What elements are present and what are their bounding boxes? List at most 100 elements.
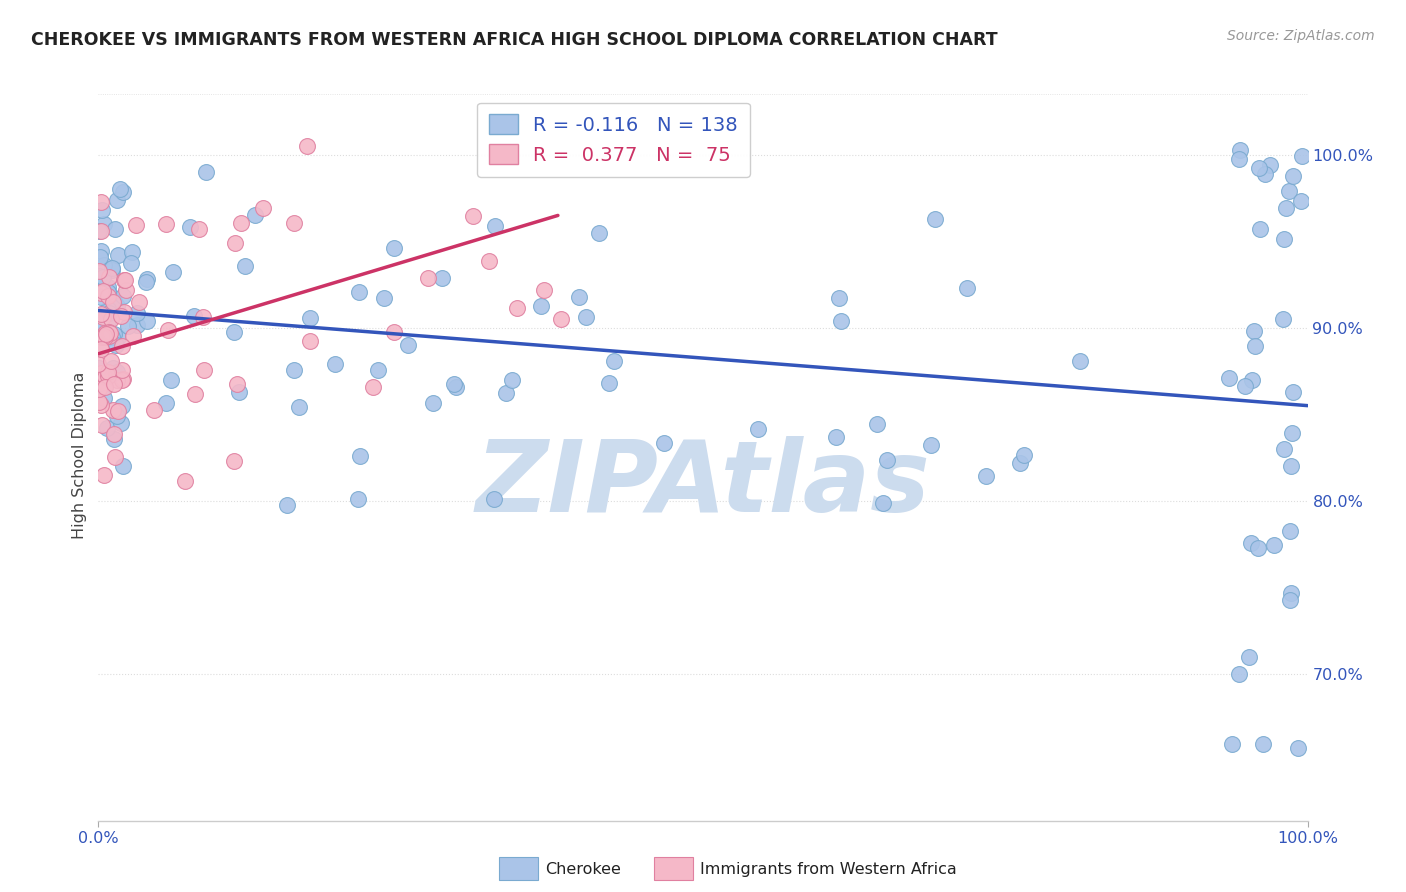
Point <box>94 327 117 342</box>
Point <box>478 254 501 268</box>
Text: CHEROKEE VS IMMIGRANTS FROM WESTERN AFRICA HIGH SCHOOL DIPLOMA CORRELATION CHART: CHEROKEE VS IMMIGRANTS FROM WESTERN AFRI… <box>31 31 998 49</box>
Point <box>87 361 110 376</box>
Point <box>103 376 125 391</box>
Point <box>105 365 128 379</box>
Point <box>299 311 322 326</box>
Point <box>1251 737 1274 751</box>
Point <box>89 264 111 278</box>
Point <box>188 221 211 235</box>
Point <box>87 224 110 238</box>
Point <box>103 294 125 309</box>
Text: Source: ZipAtlas.com: Source: ZipAtlas.com <box>1227 29 1375 43</box>
Point <box>1260 159 1282 173</box>
Point <box>97 285 120 300</box>
Point <box>101 294 124 309</box>
Point <box>100 263 122 277</box>
Point <box>1244 338 1267 352</box>
Point <box>93 217 115 231</box>
Point <box>1249 221 1271 235</box>
Point <box>89 269 111 284</box>
Text: ZIPAtlas: ZIPAtlas <box>475 435 931 533</box>
Point <box>110 309 132 323</box>
Point <box>162 265 184 279</box>
Point <box>298 334 321 348</box>
Point <box>105 373 128 387</box>
Point <box>1241 373 1264 387</box>
Point <box>179 219 201 234</box>
Point <box>598 376 620 390</box>
Point <box>830 313 852 327</box>
Point <box>373 291 395 305</box>
Point <box>94 380 117 394</box>
Point <box>418 271 440 285</box>
Point <box>396 338 419 352</box>
Point <box>231 216 253 230</box>
Point <box>93 391 115 405</box>
Point <box>96 330 118 344</box>
Point <box>1247 541 1270 555</box>
Text: Cherokee: Cherokee <box>546 863 621 877</box>
Point <box>111 363 134 377</box>
Point <box>103 426 125 441</box>
Point <box>120 256 142 270</box>
Point <box>283 215 305 229</box>
Point <box>97 329 120 343</box>
Point <box>155 218 177 232</box>
Point <box>111 339 134 353</box>
Point <box>87 382 110 396</box>
Point <box>1281 169 1303 184</box>
Point <box>276 498 298 512</box>
Point <box>533 283 555 297</box>
Point <box>1289 194 1312 209</box>
Point <box>89 308 111 322</box>
Point <box>1275 202 1298 216</box>
Point <box>93 258 115 272</box>
Point <box>111 373 134 387</box>
Point <box>104 450 127 465</box>
Point <box>98 270 121 285</box>
Point <box>101 402 124 417</box>
Point <box>361 380 384 394</box>
Point <box>93 310 115 324</box>
Point <box>93 467 115 482</box>
Point <box>110 416 132 430</box>
Point <box>105 338 128 352</box>
Point <box>422 396 444 410</box>
Point <box>122 328 145 343</box>
Point <box>91 203 114 218</box>
Point <box>160 373 183 387</box>
Point <box>97 289 120 303</box>
Point <box>100 312 122 326</box>
Point <box>183 310 205 324</box>
Point <box>184 386 207 401</box>
Point <box>100 354 122 368</box>
Point <box>105 193 128 207</box>
Point <box>482 491 505 506</box>
Point <box>1218 370 1240 384</box>
Point <box>125 306 148 320</box>
Point <box>96 421 118 435</box>
Point <box>568 289 591 303</box>
Point <box>87 357 110 371</box>
Point <box>87 285 110 300</box>
Point <box>1237 649 1260 664</box>
Point <box>101 260 124 275</box>
Point <box>112 186 135 200</box>
Point <box>430 271 453 285</box>
Point <box>1272 311 1295 326</box>
Point <box>107 403 129 417</box>
Point <box>91 285 114 299</box>
Point <box>97 280 120 294</box>
Point <box>550 311 572 326</box>
Text: Immigrants from Western Africa: Immigrants from Western Africa <box>700 863 957 877</box>
Point <box>224 235 246 250</box>
Point <box>90 330 112 344</box>
Point <box>288 400 311 414</box>
Point <box>107 330 129 344</box>
Point <box>1263 538 1285 552</box>
Point <box>446 380 468 394</box>
Point <box>112 372 135 386</box>
Point <box>117 318 139 333</box>
Point <box>866 417 889 431</box>
Point <box>105 409 128 423</box>
